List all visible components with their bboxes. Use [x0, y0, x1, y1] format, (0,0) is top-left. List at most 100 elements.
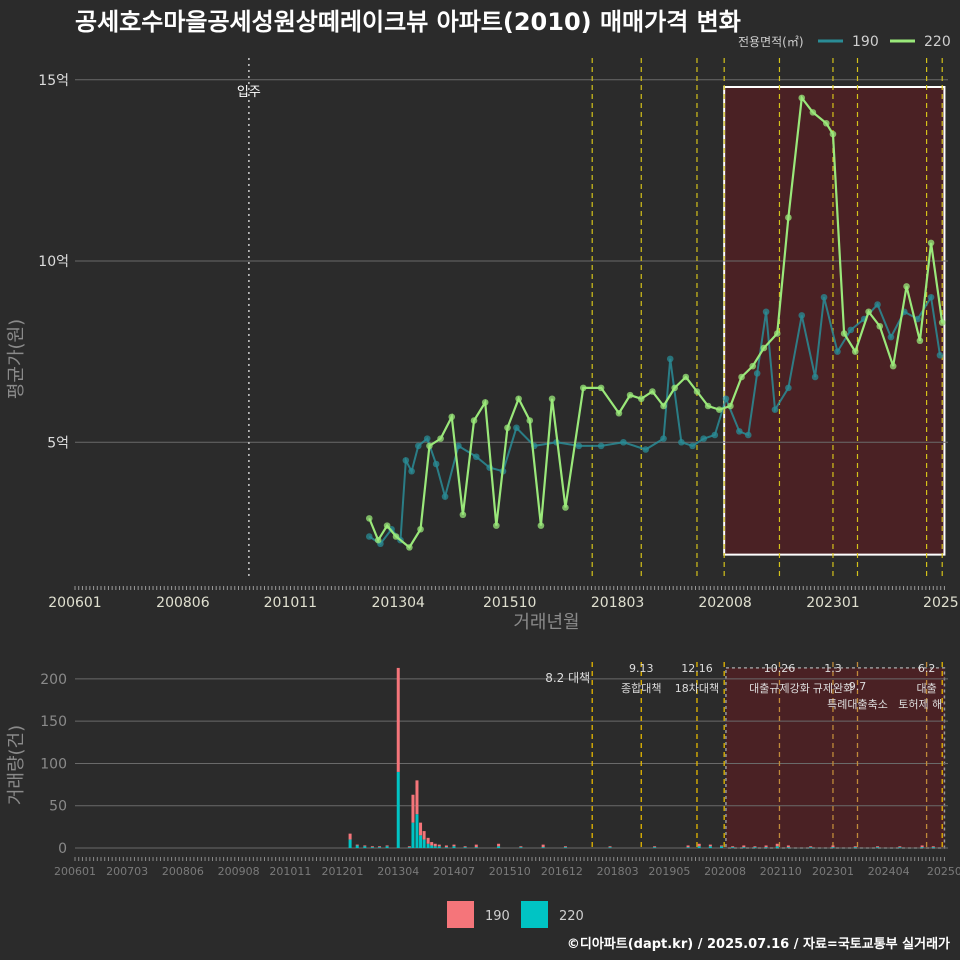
- data-point-220: [715, 406, 723, 413]
- top-legend: 전용면적(㎡) 190 220: [738, 34, 951, 50]
- data-point-190: [753, 370, 761, 377]
- bar-190: [396, 667, 400, 772]
- bar-190: [686, 845, 690, 848]
- bar-220: [764, 847, 768, 848]
- bar-220: [348, 839, 352, 848]
- data-point-220: [493, 522, 500, 529]
- data-point-220: [597, 384, 605, 392]
- data-point-220: [773, 330, 781, 337]
- volume-y-tick-label: 0: [58, 841, 67, 857]
- data-point-190: [936, 351, 944, 359]
- bar-190: [422, 831, 426, 840]
- series-line-190: [368, 294, 941, 546]
- data-point-220: [406, 544, 413, 551]
- data-point-190: [834, 348, 841, 355]
- bar-220: [931, 847, 935, 848]
- bar-220: [809, 847, 813, 848]
- bar-220: [775, 846, 779, 848]
- volume-x-tick-label: 202301: [812, 865, 854, 878]
- bar-190: [407, 846, 411, 848]
- bar-220: [437, 846, 441, 848]
- data-point-190: [513, 424, 520, 432]
- data-point-190: [785, 384, 792, 392]
- bar-220: [753, 847, 757, 848]
- data-point-220: [365, 515, 373, 522]
- data-point-190: [762, 308, 770, 316]
- data-point-220: [829, 130, 837, 138]
- bar-190: [898, 846, 902, 848]
- event-date: 9.13: [629, 662, 654, 675]
- volume-x-tick-label: 201510: [489, 865, 531, 878]
- bar-190: [419, 822, 423, 836]
- bar-220: [444, 847, 448, 848]
- data-point-220: [459, 511, 467, 519]
- bar-220: [786, 847, 790, 848]
- bar-220: [430, 845, 434, 848]
- volume-y-tick-label: 100: [40, 756, 67, 772]
- data-point-220: [417, 525, 424, 533]
- bottom-legend-swatch-190: [447, 901, 474, 928]
- data-point-190: [597, 442, 605, 450]
- bar-220: [653, 847, 657, 848]
- data-point-220: [916, 337, 924, 345]
- data-point-220: [798, 94, 806, 102]
- data-point-220: [626, 391, 634, 399]
- data-point-190: [408, 467, 415, 475]
- bar-190: [355, 844, 359, 846]
- volume-x-tick-label: 20250: [927, 865, 960, 878]
- bottom-legend-swatch-220: [521, 901, 548, 928]
- bar-190: [608, 846, 612, 848]
- data-point-220: [437, 435, 444, 442]
- bar-190: [563, 846, 567, 848]
- bar-190: [474, 844, 478, 848]
- x-tick-label: 200806: [156, 595, 210, 611]
- bar-220: [853, 847, 857, 848]
- bar-190: [452, 844, 456, 847]
- bar-220: [697, 846, 701, 848]
- data-point-220: [481, 399, 489, 406]
- bar-220: [385, 846, 389, 848]
- bottom-legend-label-220: 220: [559, 909, 584, 924]
- data-point-190: [711, 431, 719, 439]
- x-tick-label: 201304: [372, 595, 426, 611]
- volume-x-tick-label: 201905: [648, 865, 690, 878]
- bar-220: [407, 847, 411, 848]
- bar-220: [411, 822, 415, 848]
- data-point-220: [760, 344, 768, 352]
- data-point-220: [383, 522, 391, 529]
- event-label: 특례대출축소: [827, 698, 888, 711]
- volume-x-tick-label: 201304: [377, 865, 419, 878]
- event-label: 8.2 대책: [545, 670, 590, 685]
- bar-190: [426, 837, 430, 844]
- bar-220: [378, 847, 382, 848]
- price-panel: 5억 10억 15억 200601 200806 201011 201304 201510 20…: [6, 58, 959, 633]
- data-point-190: [423, 435, 431, 442]
- bar-190: [497, 843, 501, 847]
- event-date: 12.16: [681, 662, 713, 675]
- legend-label-190: 190: [852, 34, 879, 50]
- data-point-220: [392, 533, 400, 540]
- move-in-label: 입주: [237, 85, 261, 100]
- data-point-190: [472, 453, 480, 461]
- volume-highlight-box: [725, 667, 946, 849]
- y-axis-title: 평균가(원): [6, 319, 27, 399]
- bar-220: [497, 846, 501, 848]
- credit-text: ©디아파트(dapt.kr) / 2025.07.16 / 자료=국토교통부 실…: [567, 936, 950, 952]
- data-point-190: [887, 333, 895, 341]
- data-point-220: [927, 239, 935, 247]
- bar-220: [474, 847, 478, 848]
- data-point-220: [738, 373, 745, 381]
- data-point-220: [704, 402, 712, 410]
- bar-190: [764, 845, 768, 848]
- data-point-220: [851, 348, 859, 355]
- data-point-220: [562, 504, 569, 511]
- volume-x-tick-label: 201407: [433, 865, 475, 878]
- data-point-220: [682, 373, 690, 381]
- data-point-190: [415, 442, 422, 450]
- bar-190: [742, 845, 746, 848]
- bar-190: [541, 844, 545, 848]
- bar-220: [831, 847, 835, 848]
- bar-220: [363, 846, 367, 848]
- bottom-legend: 190 220: [447, 901, 584, 928]
- data-point-190: [666, 355, 674, 363]
